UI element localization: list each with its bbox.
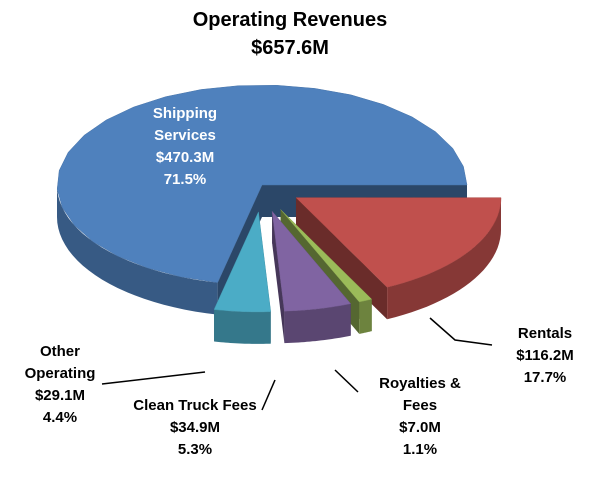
chart-subtitle: $657.6M	[251, 37, 329, 59]
percent-label: 1.1%	[403, 441, 437, 458]
slice	[56, 85, 468, 283]
slice-side	[387, 197, 501, 320]
value-label: $116.2M	[516, 347, 574, 364]
category-label: Rentals	[518, 325, 572, 342]
percent-label: 4.4%	[43, 409, 77, 426]
value-label: $470.3M	[156, 149, 214, 166]
slice	[295, 197, 502, 288]
category-label-line: Fees	[403, 397, 437, 414]
slice-wall	[272, 211, 285, 344]
category-label-line: Other	[40, 343, 80, 360]
slice-wall	[295, 197, 388, 320]
category-label-line: Clean Truck Fees	[133, 397, 256, 414]
slice-side	[214, 309, 271, 344]
leader-line	[261, 379, 276, 411]
slice	[271, 210, 352, 344]
category-label-line: Operating	[25, 365, 96, 382]
percent-label: 5.3%	[178, 441, 212, 458]
slice	[213, 211, 271, 344]
category-label-line: Shipping	[153, 105, 217, 122]
category-label: Other Operating	[25, 343, 96, 382]
category-label-line: Services	[154, 127, 216, 144]
slice-side	[57, 185, 218, 315]
slice-side	[359, 299, 372, 334]
slice	[295, 197, 502, 320]
value-label: $29.1M	[35, 387, 85, 404]
chart-title: Operating Revenues	[193, 9, 388, 31]
slice	[213, 211, 271, 313]
category-label: Royalties & Fees	[379, 375, 461, 414]
category-label: Clean Truck Fees	[133, 397, 256, 414]
value-label: $7.0M	[399, 419, 441, 436]
percent-label: 71.5%	[164, 171, 207, 188]
slice-side	[284, 303, 351, 344]
category-label-line: Rentals	[518, 325, 572, 342]
category-label: Shipping Services	[153, 105, 217, 144]
leader-line	[101, 371, 206, 385]
percent-label: 17.7%	[524, 369, 567, 386]
value-label: $34.9M	[170, 419, 220, 436]
slice	[271, 210, 352, 312]
leader-line	[334, 369, 359, 393]
slice	[280, 209, 373, 303]
category-label-line: Royalties &	[379, 375, 461, 392]
leader-line	[429, 317, 493, 346]
